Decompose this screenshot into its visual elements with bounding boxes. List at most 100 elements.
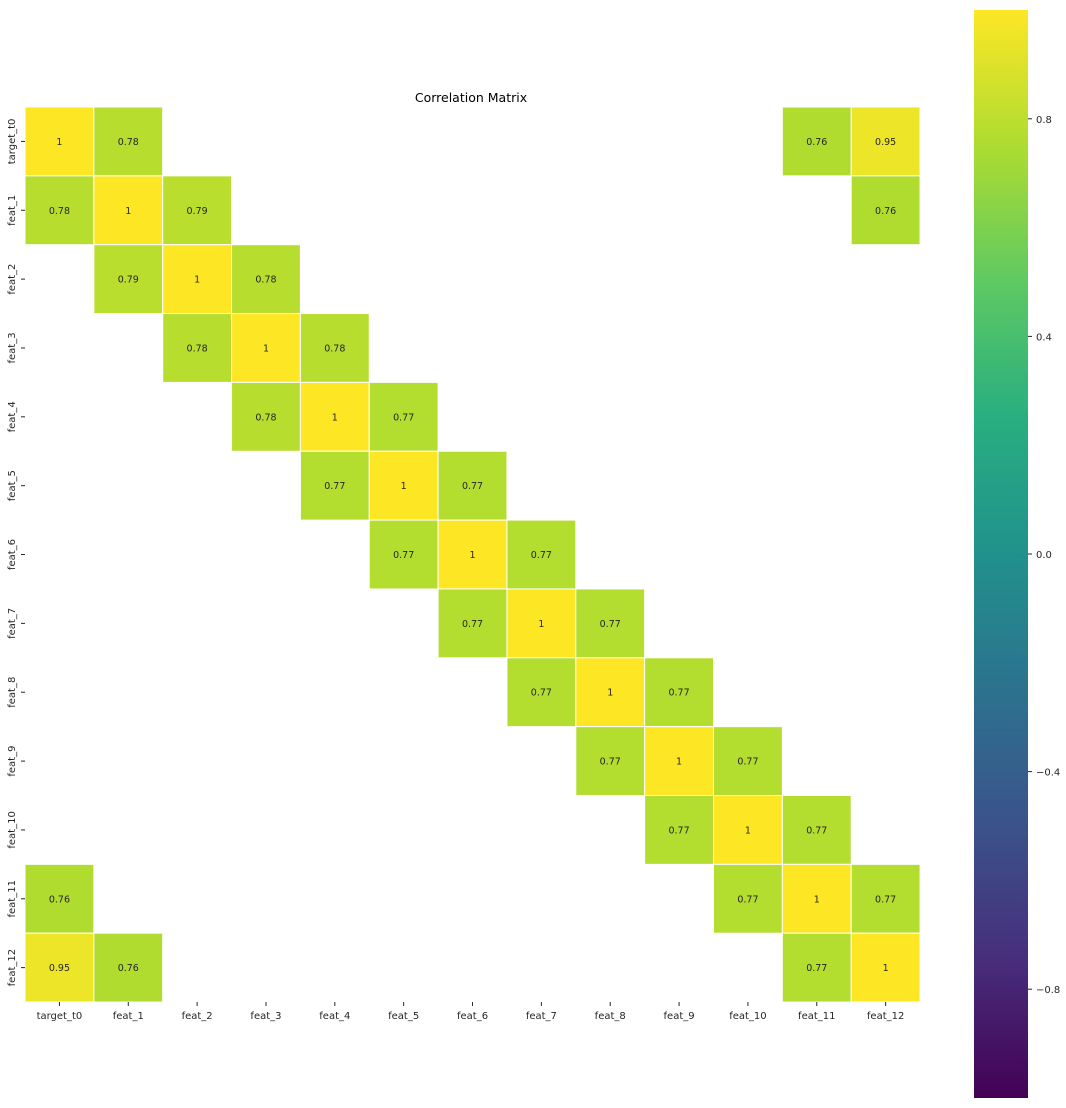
colorbar-tick-label: −0.8 <box>1036 985 1060 996</box>
cell-value-label: 0.78 <box>255 275 276 286</box>
x-tick-label: feat_6 <box>457 1011 488 1022</box>
x-tick-label: feat_11 <box>798 1011 835 1022</box>
heatmap-cell <box>850 106 921 177</box>
y-tick-label: feat_4 <box>7 401 18 432</box>
x-tick-label: feat_7 <box>526 1011 557 1022</box>
heatmap-cell <box>506 657 577 728</box>
cell-value-label: 0.77 <box>668 688 689 699</box>
heatmap-cell <box>368 381 439 452</box>
cell-value-label: 0.76 <box>118 963 139 974</box>
cell-value-label: 0.78 <box>255 412 276 423</box>
cell-value-label: 0.95 <box>875 137 896 148</box>
x-tick-label: feat_9 <box>664 1011 695 1022</box>
heatmap-cell <box>437 519 508 590</box>
cell-value-label: 0.77 <box>531 550 552 561</box>
heatmap-cells: 1 0.78 0.76 0.95 0.78 1 0.79 0.76 0.79 1 0.78 0.78 1… <box>24 106 921 1003</box>
y-tick-label: target_t0 <box>7 119 18 165</box>
colorbar-tick-label: −0.4 <box>1036 768 1060 779</box>
heatmap-cell <box>781 106 852 177</box>
cell-value-label: 1 <box>814 894 820 905</box>
heatmap-cell <box>93 244 164 315</box>
heatmap-cell <box>93 106 164 177</box>
cell-value-label: 1 <box>194 275 200 286</box>
x-tick-label: feat_10 <box>729 1011 766 1022</box>
cell-value-label: 1 <box>56 137 62 148</box>
colorbar-tick-label: 0.0 <box>1036 550 1052 561</box>
colorbar-gradient <box>974 10 1028 1098</box>
heatmap-cell <box>575 588 646 659</box>
cell-value-label: 0.78 <box>187 343 208 354</box>
cell-value-label: 1 <box>538 619 544 630</box>
heatmap-cell <box>506 519 577 590</box>
cell-value-label: 1 <box>125 206 131 217</box>
heatmap-cell <box>299 381 370 452</box>
y-tick-label: feat_5 <box>7 470 18 501</box>
x-tick-label: target_t0 <box>37 1011 83 1022</box>
heatmap-cell <box>781 863 852 934</box>
x-tick-label: feat_2 <box>182 1011 213 1022</box>
y-tick-label: feat_6 <box>7 539 18 570</box>
cell-value-label: 1 <box>401 481 407 492</box>
cell-value-label: 1 <box>607 688 613 699</box>
x-tick-label: feat_12 <box>867 1011 904 1022</box>
y-tick-label: feat_9 <box>7 746 18 777</box>
heatmap-cell <box>24 932 95 1003</box>
heatmap-cell <box>162 313 233 383</box>
cell-value-label: 0.77 <box>806 825 827 836</box>
heatmap-cell <box>437 450 508 521</box>
x-axis-tick-labels: target_t0 feat_1 feat_2 feat_3 feat_4 feat_5 f… <box>37 1002 904 1022</box>
cell-value-label: 0.78 <box>118 137 139 148</box>
cell-value-label: 0.77 <box>806 963 827 974</box>
y-axis-tick-labels: target_t0 feat_1 feat_2 feat_3 feat_4 feat_5f… <box>7 119 25 986</box>
cell-value-label: 0.79 <box>187 206 208 217</box>
colorbar: 0.8 0.4 0.0 −0.4 −0.8 <box>974 10 1060 1098</box>
cell-value-label: 0.77 <box>393 412 414 423</box>
y-tick-label: feat_8 <box>7 677 18 708</box>
cell-value-label: 0.77 <box>531 688 552 699</box>
heatmap-cell <box>24 863 95 934</box>
cell-value-label: 1 <box>883 963 889 974</box>
heatmap-cell <box>93 175 164 246</box>
y-tick-label: feat_1 <box>7 195 18 226</box>
cell-value-label: 0.76 <box>806 137 827 148</box>
cell-value-label: 1 <box>332 412 338 423</box>
heatmap-cell <box>781 932 852 1003</box>
cell-value-label: 0.76 <box>49 894 70 905</box>
cell-value-label: 0.95 <box>49 963 70 974</box>
x-tick-label: feat_5 <box>388 1011 419 1022</box>
x-tick-label: feat_3 <box>250 1011 281 1022</box>
y-tick-label: feat_7 <box>7 608 18 639</box>
x-tick-label: feat_4 <box>319 1011 350 1022</box>
colorbar-tick-label: 0.8 <box>1036 115 1052 126</box>
y-tick-label: feat_2 <box>7 264 18 295</box>
heatmap-cell <box>368 519 439 590</box>
heatmap-cell <box>24 106 95 177</box>
cell-value-label: 0.77 <box>600 757 621 768</box>
chart-title: Correlation Matrix <box>415 90 527 105</box>
heatmap-cell <box>850 175 921 246</box>
cell-value-label: 0.77 <box>875 894 896 905</box>
cell-value-label: 0.77 <box>462 481 483 492</box>
heatmap-cell <box>644 726 715 797</box>
cell-value-label: 1 <box>263 343 269 354</box>
cell-value-label: 0.78 <box>324 343 345 354</box>
y-tick-label: feat_3 <box>7 332 18 363</box>
cell-value-label: 0.79 <box>118 275 139 286</box>
y-tick-label: feat_11 <box>7 880 18 917</box>
heatmap-cell <box>162 244 233 315</box>
y-tick-label: feat_12 <box>7 949 18 986</box>
cell-value-label: 0.77 <box>393 550 414 561</box>
cell-value-label: 0.77 <box>737 757 758 768</box>
heatmap-cell <box>575 657 646 728</box>
cell-value-label: 0.78 <box>49 206 70 217</box>
heatmap-cell <box>231 244 301 315</box>
heatmap-cell <box>850 863 921 934</box>
heatmap-cell <box>850 932 921 1003</box>
heatmap-cell <box>299 450 370 521</box>
cell-value-label: 0.76 <box>875 206 896 217</box>
heatmap-cell <box>368 450 439 521</box>
heatmap-cell <box>299 313 370 383</box>
cell-value-label: 0.77 <box>737 894 758 905</box>
cell-value-label: 0.77 <box>462 619 483 630</box>
